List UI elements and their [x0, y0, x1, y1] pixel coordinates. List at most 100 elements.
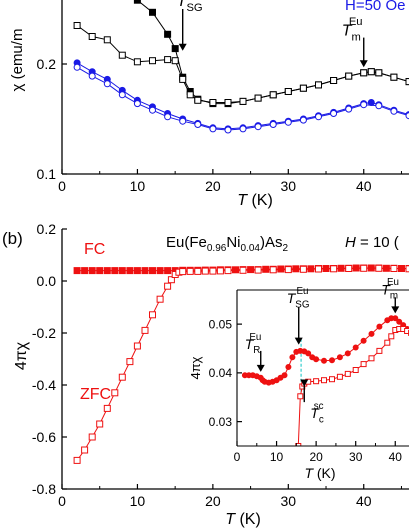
- panel-b-series-1-point: [209, 267, 217, 275]
- panel-a-series-3-point: [269, 121, 277, 128]
- panel-b: (b) 0 10 20 30 40-0.8-0.6-0.4-0.20.00.2 Eu(F…: [2, 221, 409, 528]
- panel-a-series-1-point: [390, 73, 398, 81]
- panel-b-series-1-point: [167, 276, 175, 284]
- panel-a-series-3-point: [224, 126, 232, 134]
- inset-series-0-point: [305, 350, 312, 357]
- inset-arrow-head: [300, 379, 309, 387]
- panel-b-series-1-point: [405, 265, 409, 273]
- panel-b-series-1-point: [390, 265, 398, 272]
- inset-annotation-label: Tm Eu: [381, 277, 399, 301]
- panel-b-x-tick-label: 40: [356, 493, 372, 509]
- inset-annotation-sub: SG: [295, 299, 309, 310]
- panel-b-label: (b): [2, 229, 23, 248]
- panel-b-series-1-point: [201, 267, 209, 275]
- inset-series-1-point: [388, 333, 395, 340]
- panel-b-series-1-point: [269, 266, 277, 274]
- panel-b-series-1-point: [315, 265, 322, 273]
- panel-a-series-3-point: [254, 123, 262, 131]
- panel-a-series-1-point: [149, 57, 156, 65]
- panel-b-series-1-point: [156, 295, 164, 303]
- panel-a-annotation-label: TSGEu: [177, 0, 203, 14]
- panel-a-series-1-point: [133, 58, 141, 66]
- inset-annotation-label: Tc sc: [310, 401, 324, 425]
- inset-series-1-point: [329, 376, 335, 383]
- inset-series-0-point: [321, 357, 327, 364]
- panel-b-title: Eu(Fe0.96Ni0.04)As2: [166, 234, 288, 254]
- panel-a-series-0-point: [133, 0, 141, 4]
- inset-series-0-point: [289, 354, 296, 361]
- panel-b-series-0-point: [133, 267, 141, 275]
- panel-a-arrow-head: [359, 60, 368, 68]
- inset-series-0-point: [281, 372, 288, 379]
- inset-series-1-point: [368, 355, 375, 362]
- panel-a-annotation-sub: m: [352, 31, 361, 43]
- inset-arrow-head: [294, 337, 303, 345]
- inset-series-0-point: [360, 337, 367, 344]
- panel-a-y-tick-label: 0.1: [37, 166, 57, 182]
- inset-annotation-label: TSG Eu: [287, 286, 310, 310]
- inset-ticks: 0 10 20 30 40 0.03 0.04 0.05: [209, 317, 403, 464]
- inset-series-0-point: [376, 323, 383, 330]
- inset-series-0-point: [344, 350, 351, 357]
- inset-x-unit: (K): [313, 465, 336, 481]
- panel-a-series-3-point: [209, 125, 217, 133]
- panel-b-series-0-point: [292, 265, 300, 273]
- panel-a-annotation-sup: Eu: [349, 16, 363, 28]
- panel-b-ticks: 0 10 20 30 40-0.8-0.6-0.4-0.20.00.2: [32, 221, 402, 509]
- inset-x-tick-label: 0: [234, 450, 241, 464]
- inset-series-0-point: [396, 318, 403, 325]
- panel-b-x-tick-label: 30: [281, 493, 297, 509]
- panel-a-series-3-point: [103, 80, 111, 88]
- panel-b-series-1-point: [141, 326, 149, 334]
- inset-series-1-point: [297, 393, 304, 400]
- inset-series: [241, 315, 409, 446]
- panel-a-series-1-point: [239, 97, 247, 105]
- panel-a-x-tick-label: 20: [205, 178, 221, 194]
- panel-a-ticks: 0 10 20 30 40 0.1 0.2: [37, 56, 402, 194]
- panel-b-series-1-point: [111, 389, 119, 397]
- panel-b-series-0-point: [103, 267, 111, 275]
- inset-series-0-point: [329, 357, 335, 364]
- panel-a-series-3-point: [284, 118, 292, 126]
- panel-b-y-tick-label: 0.2: [37, 221, 57, 237]
- inset-series-0-point: [313, 356, 320, 363]
- panel-a-series-1-point: [284, 88, 292, 95]
- panel-b-y-tick-label: -0.4: [32, 377, 56, 393]
- panel-a-series-1-point: [269, 91, 277, 99]
- panel-a-series-0-point: [164, 30, 172, 38]
- panel-a-series-3-point: [179, 117, 187, 125]
- inset-x-tick-label: 40: [389, 450, 403, 464]
- panel-a-series-0-point: [171, 45, 179, 53]
- inset-x-tick-label: 20: [309, 450, 323, 464]
- panel-a-series-3-point: [360, 101, 368, 109]
- inset-series-1-point: [313, 378, 320, 385]
- panel-b-series-1-point: [284, 266, 292, 274]
- panel-b-series-1-point: [239, 266, 247, 274]
- panel-a-series-1-point: [194, 96, 202, 104]
- panel-a-x-var: T: [237, 192, 248, 209]
- inset-series-0-point: [392, 315, 399, 322]
- inset-series-1-point: [336, 373, 343, 380]
- panel-a-series-1-point: [254, 94, 262, 102]
- panel-a-arrow-head: [178, 43, 187, 51]
- panel-a-y-label: χ (emu/m: [9, 29, 26, 92]
- panel-a-series-3-point: [149, 106, 156, 114]
- panel-a-series-3-point: [405, 112, 409, 120]
- panel-a-series-1-point: [360, 69, 368, 77]
- panel-b-y-tick-label: 0.0: [37, 273, 57, 289]
- panel-b-series-0-point: [73, 267, 81, 275]
- panel-a-series-2-line: [76, 62, 409, 130]
- inset-arrow-head: [256, 364, 265, 372]
- panel-b-y-label: 4πχ: [13, 341, 30, 370]
- field-var: H: [345, 234, 356, 251]
- inset-y-tick-label: 0.03: [209, 415, 233, 429]
- panel-b-series-1-point: [88, 433, 96, 441]
- panel-a-series-3-point: [239, 125, 247, 133]
- panel-a-series-3-point: [375, 102, 383, 110]
- panel-b-series-0-point: [232, 266, 239, 274]
- inset-series-1-point: [295, 443, 302, 446]
- panel-a-series-1-point: [405, 78, 409, 86]
- panel-a-series-3-point: [390, 107, 398, 115]
